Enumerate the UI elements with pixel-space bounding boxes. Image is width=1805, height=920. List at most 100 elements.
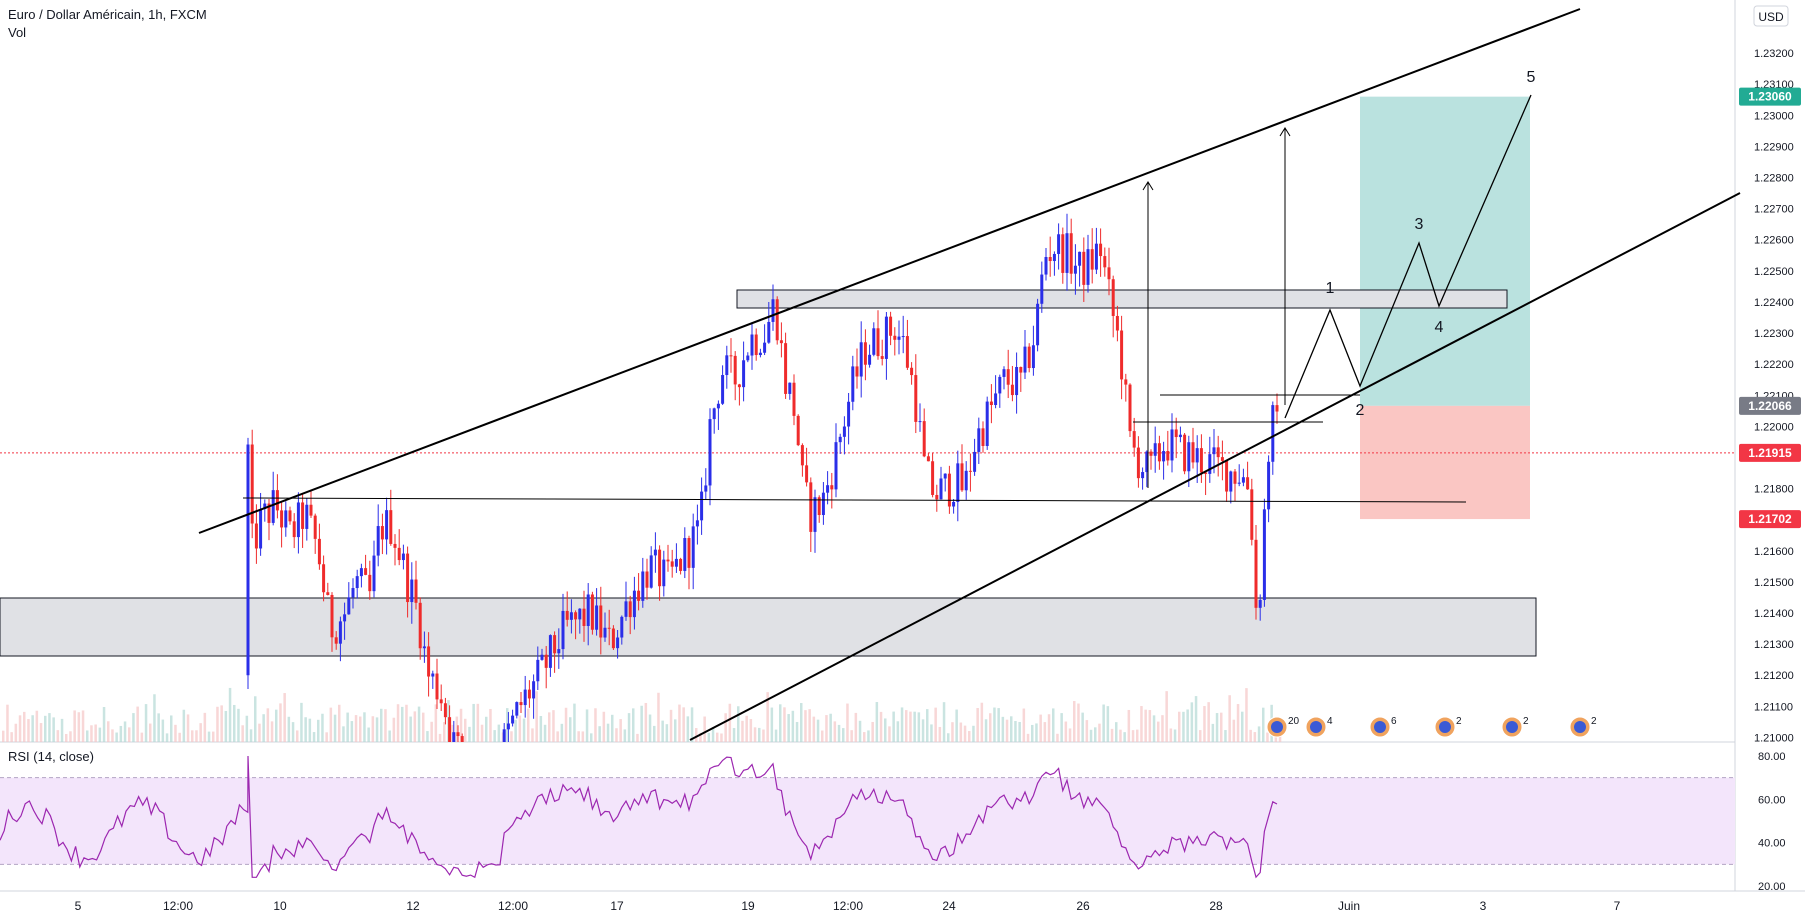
candle-body <box>422 646 426 649</box>
candle-body <box>582 608 586 626</box>
volume-bar <box>926 709 929 742</box>
volume-bar <box>485 716 488 742</box>
candle-body <box>385 510 389 540</box>
candle-body <box>506 723 510 730</box>
volume-bar <box>1085 720 1089 742</box>
volume-bar <box>720 733 723 742</box>
volume-bar <box>716 732 719 742</box>
candle-body <box>574 612 578 620</box>
candle-body <box>1178 434 1182 438</box>
volume-bar <box>825 715 828 742</box>
volume-bar <box>837 724 841 742</box>
candle-body <box>876 328 880 357</box>
volume-bar <box>409 716 412 742</box>
economic-events[interactable]: 20 4 6 2 2 2 <box>1266 716 1597 738</box>
candle-body <box>418 602 422 649</box>
event-icon[interactable]: 2 <box>1501 716 1529 738</box>
volume-bar <box>665 724 669 742</box>
volume-bar <box>867 730 870 742</box>
candle-body <box>994 393 998 406</box>
volume-bar <box>905 710 908 742</box>
volume-bar <box>1173 729 1177 742</box>
volume-bar <box>581 731 585 742</box>
volume-bar <box>468 726 471 742</box>
volume-bar <box>237 708 240 742</box>
projection-arrow-1-head <box>1142 181 1154 191</box>
candle-body <box>330 594 334 638</box>
volume-bar <box>884 718 887 742</box>
candle-body <box>309 504 313 516</box>
event-icon[interactable]: 6 <box>1369 716 1397 738</box>
candle-body <box>590 594 594 630</box>
volume-bar <box>514 719 517 742</box>
volume-bar <box>363 712 366 742</box>
event-icon[interactable]: 2 <box>1569 716 1597 738</box>
volume-bar <box>842 728 845 742</box>
candle-body <box>910 367 914 376</box>
volume-bar <box>115 732 118 742</box>
event-icon[interactable]: 2 <box>1434 716 1462 738</box>
candle-body <box>872 328 876 355</box>
candle-body <box>1225 460 1229 492</box>
volume-bar <box>119 725 123 742</box>
volume-bar <box>741 720 744 742</box>
candle-body <box>1111 279 1115 316</box>
candle-body <box>527 689 531 699</box>
candle-body <box>397 547 401 561</box>
candle-body <box>935 494 939 500</box>
volume-bar <box>758 727 761 742</box>
volume-bar <box>594 708 597 742</box>
volume-bar <box>1127 709 1131 742</box>
candle-body <box>1086 249 1090 285</box>
volume-bar <box>35 710 39 742</box>
candle-body <box>1090 249 1094 270</box>
volume-bar <box>493 730 496 742</box>
volume-bar <box>354 715 358 742</box>
candle-body <box>637 590 641 601</box>
volume-bar <box>140 732 144 742</box>
volume-bar <box>627 713 631 742</box>
volume-bar <box>993 707 996 742</box>
candle-body <box>1191 442 1195 463</box>
candle-body <box>246 444 250 676</box>
volume-bar <box>405 704 408 742</box>
price-tick: 1.23200 <box>1754 48 1794 60</box>
volume-bar <box>1052 708 1055 742</box>
drawings-layer: 1 2 3 4 5 <box>198 8 1741 741</box>
candle-body <box>368 574 372 592</box>
volume-bar <box>1047 714 1051 742</box>
volume-bar <box>900 707 904 742</box>
candle-body <box>1204 472 1208 474</box>
volume-bar <box>783 707 786 742</box>
candle-body <box>1153 443 1157 456</box>
volume-bar <box>6 704 9 742</box>
currency-button[interactable]: USD <box>1753 5 1789 27</box>
event-icon[interactable]: 20 <box>1266 716 1300 738</box>
volume-bar <box>308 718 312 742</box>
volume-bar <box>682 707 685 742</box>
volume-bar <box>476 703 480 742</box>
candle-body <box>687 538 691 568</box>
volume-bar <box>833 721 837 742</box>
volume-bar <box>1119 729 1122 742</box>
candle-body <box>729 355 733 357</box>
event-icon[interactable]: 4 <box>1305 716 1333 738</box>
candle-body <box>1267 461 1271 510</box>
candle-body <box>1246 477 1250 490</box>
volume-bar <box>128 727 131 742</box>
time-label: 28 <box>1209 899 1223 913</box>
rsi-tick: 80.00 <box>1758 751 1786 763</box>
volume-bar <box>23 711 26 742</box>
price-marker-1.21915 <box>1739 443 1801 462</box>
candle-body <box>301 502 305 529</box>
volume-bar <box>1215 713 1219 742</box>
candle-body <box>334 637 338 644</box>
volume-bar <box>984 719 988 742</box>
candle-body <box>855 366 859 377</box>
volume-bar <box>678 704 681 742</box>
time-label: 3 <box>1480 899 1487 913</box>
candle-body <box>1044 257 1048 275</box>
volume-bar <box>375 717 379 742</box>
candle-body <box>670 561 674 567</box>
volume-bar <box>1186 709 1189 742</box>
